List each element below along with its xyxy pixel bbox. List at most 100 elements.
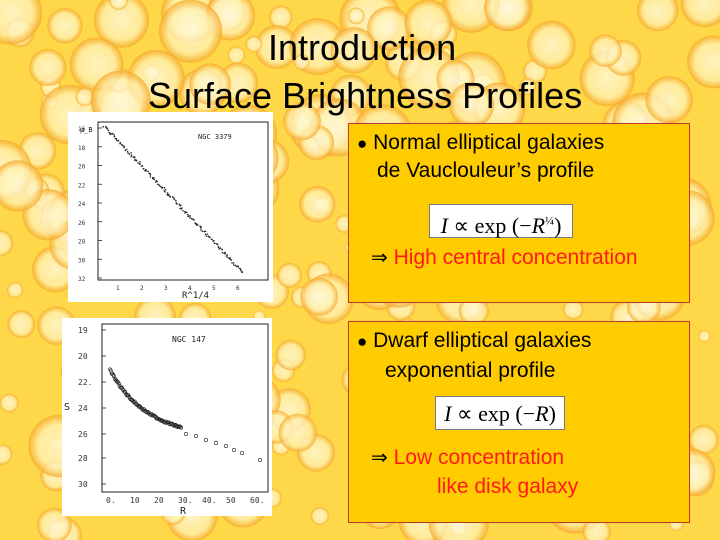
plot-top-point: [180, 204, 182, 207]
plot-bottom-xtick: 10: [130, 496, 140, 505]
plot-top-ytick: 32: [78, 276, 86, 283]
panel-dwarf-subheading: exponential profile: [385, 359, 556, 382]
plot-top-point: [221, 251, 224, 254]
plot-top-point: [142, 168, 145, 170]
formula-de-vaucouleurs-text: I ∝ exp (−R¼): [440, 213, 562, 239]
bubble: [189, 63, 231, 106]
plot-top-point: [195, 223, 197, 225]
plot-top-point: [184, 210, 186, 213]
panel-normal-subheading: de Vauclouleur’s profile: [377, 159, 595, 182]
plot-top-point: [133, 156, 136, 159]
bubble: [637, 0, 679, 32]
bubble: [6, 281, 24, 299]
plot-top-point: [225, 255, 228, 257]
plot-top-point: [232, 262, 235, 264]
plot-top-point: [176, 203, 178, 205]
bubble: [300, 277, 338, 316]
plot-top-point: [102, 125, 104, 128]
plot-top-point: [189, 215, 192, 217]
plot-bottom-point: [184, 432, 189, 437]
bubble: [299, 186, 336, 223]
plot-top-point: [106, 128, 109, 130]
plot-top-ytick: 30: [78, 257, 86, 264]
plot-top-ytick: 24: [78, 201, 86, 208]
plot-top-point: [171, 196, 174, 198]
plot-top-point: [229, 258, 231, 261]
plot-top-point: [152, 177, 155, 179]
plot-top-point: [147, 170, 149, 173]
plot-bottom-point: [240, 451, 245, 456]
panel-dwarf-heading: Dwarf elliptical galaxies: [373, 329, 592, 352]
plot-top-point: [164, 188, 167, 191]
plot-top-point: [173, 198, 176, 201]
plot-top-point: [145, 169, 147, 172]
plot-top-point: [124, 149, 127, 152]
plot-top-point: [126, 150, 129, 153]
plot-top-point: [211, 238, 213, 240]
bubble: [562, 298, 584, 320]
bubble: [404, 0, 453, 48]
plot-top-point: [204, 233, 207, 236]
plot-top-point: [230, 259, 233, 261]
plot-top-point: [193, 219, 195, 221]
bubble: [275, 339, 306, 371]
bubble: [0, 160, 44, 212]
plot-bottom-xtick: 60.: [250, 496, 264, 505]
plot-top-point: [221, 248, 223, 251]
plot-top-point: [182, 210, 184, 212]
plot-top-point: [216, 243, 219, 246]
plot-top-point: [159, 185, 161, 188]
plot-bottom-point: [120, 385, 124, 390]
plot-top-point: [122, 144, 124, 147]
panel-dwarf-elliptical: ● Dwarf elliptical galaxies exponential …: [348, 321, 690, 523]
implies-arrow-icon: ⇒: [371, 445, 388, 469]
plot-bottom-point: [112, 374, 116, 379]
plot-top-point: [204, 230, 207, 233]
plot-top-point: [139, 163, 142, 165]
plot-top-point: [189, 216, 191, 219]
bubble: [589, 34, 622, 68]
plot-bottom-xtick: 30.: [178, 496, 192, 505]
plot-top-point: [217, 246, 220, 249]
plot-bottom-point: [178, 424, 183, 429]
bubble: [483, 0, 531, 32]
plot-top-point: [169, 196, 172, 198]
bubble: [680, 0, 720, 28]
bubble: [47, 8, 83, 44]
bubble: [0, 229, 14, 257]
plot-bottom-point: [176, 425, 181, 429]
plot-bottom-point: [204, 438, 209, 443]
plot-bottom-galaxy-label: NGC 147: [172, 335, 206, 344]
plot-top-point: [108, 131, 110, 134]
plot-bottom-xlabel: R: [180, 506, 187, 516]
bubble: [227, 46, 246, 64]
plot-top-point: [130, 155, 132, 158]
plot-top-point: [123, 146, 125, 149]
plot-top-point: [166, 192, 169, 194]
plot-top-point: [117, 139, 120, 142]
plot-bottom-xtick: 0.: [106, 496, 116, 505]
plot-bottom-xtick: 50: [226, 496, 236, 505]
bubble: [75, 87, 94, 107]
plot-top-point: [109, 133, 111, 136]
plot-top-point: [161, 187, 163, 189]
plot-top-point: [218, 248, 221, 250]
plot-top-point: [203, 230, 206, 233]
plot-top-point: [232, 264, 235, 266]
bubble: [278, 413, 318, 453]
plot-top-point: [213, 242, 216, 244]
plot-top-point: [139, 160, 141, 163]
plot-top-point: [219, 247, 222, 249]
plot-top-point: [231, 262, 233, 264]
plot-top-point: [125, 148, 128, 151]
bubble: [527, 20, 576, 70]
plot-bottom-point: [116, 381, 121, 386]
plot-bottom-point: [214, 441, 219, 446]
panel-dwarf-conclusion-1: Low concentration: [393, 446, 565, 469]
bubble: [254, 25, 299, 69]
plot-top-point: [239, 268, 242, 270]
formula-exponential-text: I ∝ exp (−R): [444, 401, 556, 426]
bubble: [269, 5, 293, 30]
plot-top-ylabel: μ_B: [80, 126, 93, 134]
plot-top-point: [187, 215, 189, 218]
